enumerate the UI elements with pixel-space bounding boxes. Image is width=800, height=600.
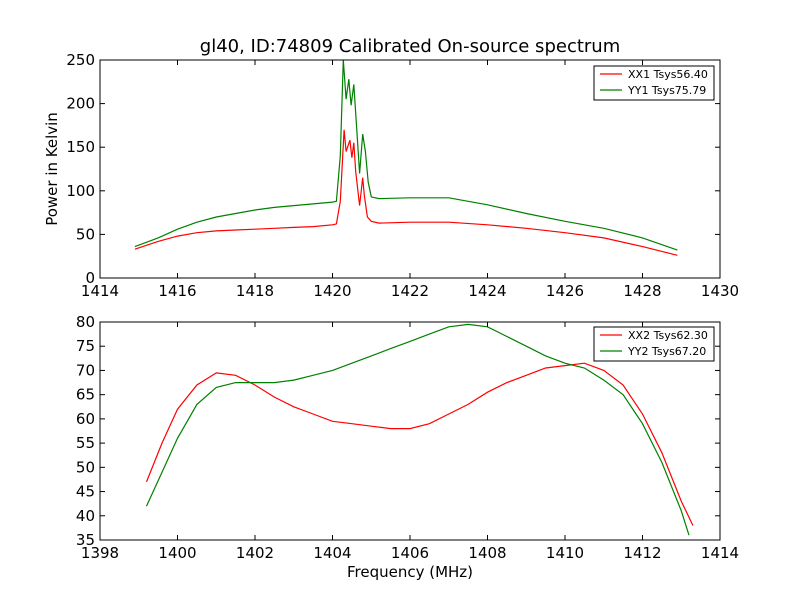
chart-title: gl40, ID:74809 Calibrated On-source spec… [200, 36, 620, 57]
x-tick-label-1-8: 1414 [701, 544, 739, 562]
series-line-0-1 [134, 59, 678, 251]
series-line-1-0 [145, 362, 694, 526]
top-legend: XX1 Tsys56.40 YY1 Tsys75.79 [593, 65, 715, 101]
y-tick-label-0-3: 150 [66, 138, 95, 156]
x-tick-label-1-3: 1404 [313, 544, 351, 562]
x-tick-label-1-6: 1410 [546, 544, 584, 562]
y-tick-label-0-0: 0 [85, 269, 95, 287]
x-tick-label-1-7: 1412 [623, 544, 661, 562]
legend-label-yy1: YY1 Tsys75.79 [627, 84, 706, 97]
legend-label-xx1: XX1 Tsys56.40 [628, 68, 708, 81]
x-tick-label-1-5: 1408 [468, 544, 506, 562]
x-tick-label-1-1: 1400 [158, 544, 196, 562]
y-tick-label-1-0: 35 [76, 531, 95, 549]
x-tick-label-0-4: 1422 [391, 282, 429, 300]
x-tick-label-0-1: 1416 [158, 282, 196, 300]
legend-label-xx2: XX2 Tsys62.30 [628, 329, 708, 342]
x-tick-label-0-5: 1424 [468, 282, 506, 300]
x-tick-label-0-3: 1420 [313, 282, 351, 300]
y-tick-label-0-2: 100 [66, 182, 95, 200]
series-line-0-0 [134, 129, 678, 256]
y-tick-label-0-5: 250 [66, 51, 95, 69]
y-axis-label: Power in Kelvin [43, 112, 61, 226]
series-line-1-1 [145, 323, 690, 536]
x-tick-label-0-6: 1426 [546, 282, 584, 300]
x-tick-label-0-0: 1414 [81, 282, 119, 300]
top-plot-area: 1414 1416 1418 1420 1422 1424 1426 1428 1430 0 50 1… [66, 51, 739, 300]
bottom-plot-area: 1398 1400 1402 1404 1406 1408 1410 1412 1414 35 40… [76, 313, 739, 562]
y-tick-label-1-5: 60 [76, 410, 95, 428]
x-tick-label-0-7: 1428 [623, 282, 661, 300]
top-spectrum-panel: gl40, ID:74809 Calibrated On-source spec… [43, 36, 739, 300]
y-tick-label-1-1: 40 [76, 507, 95, 525]
y-tick-label-1-9: 80 [76, 313, 95, 331]
x-tick-label-0-8: 1430 [701, 282, 739, 300]
y-tick-label-1-2: 45 [76, 483, 95, 501]
y-tick-label-1-7: 70 [76, 361, 95, 379]
x-axis-label: Frequency (MHz) [347, 563, 473, 581]
top-legend-box [593, 65, 715, 101]
bottom-legend: XX2 Tsys62.30 YY2 Tsys67.20 [593, 326, 715, 362]
y-tick-label-1-3: 50 [76, 458, 95, 476]
x-tick-label-1-0: 1398 [81, 544, 119, 562]
x-tick-label-0-2: 1418 [236, 282, 274, 300]
y-tick-label-1-6: 65 [76, 386, 95, 404]
bottom-legend-box [593, 326, 715, 362]
bottom-spectrum-panel: Frequency (MHz) 1398 1400 1402 1404 1406 1408… [76, 313, 739, 581]
y-tick-label-0-1: 50 [76, 225, 95, 243]
y-tick-label-1-8: 75 [76, 337, 95, 355]
y-tick-label-1-4: 55 [76, 434, 95, 452]
legend-label-yy2: YY2 Tsys67.20 [627, 345, 706, 358]
x-tick-label-1-2: 1402 [236, 544, 274, 562]
x-tick-label-1-4: 1406 [391, 544, 429, 562]
y-tick-label-0-4: 200 [66, 95, 95, 113]
